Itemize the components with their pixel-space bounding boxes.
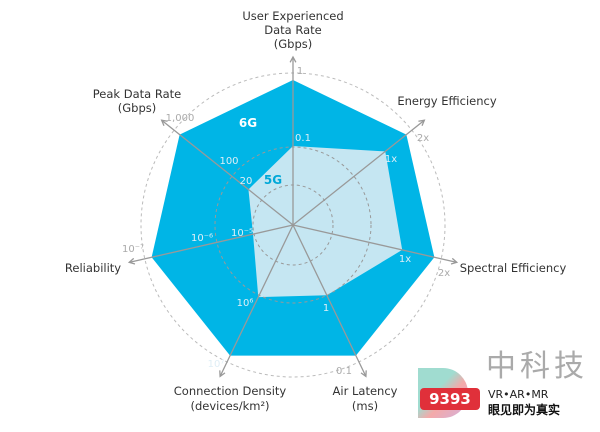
axis-label-5: Reliability <box>65 261 121 275</box>
axis-label-4: (devices/km²) <box>190 399 269 413</box>
tick-6g-1: 2x <box>417 133 429 144</box>
tick-6g-0: 1 <box>297 66 303 77</box>
tick-5g-5: 10⁻⁵ <box>231 228 253 239</box>
watermark: 9393 中科技 VR•AR•MR 眼见即为真实 <box>418 350 598 430</box>
axis-label-0: Data Rate <box>264 23 321 37</box>
axis-line-2 <box>292 224 457 264</box>
series-label-6g: 6G <box>239 116 257 130</box>
axis-line-3 <box>292 224 367 377</box>
axis-line-6 <box>161 119 294 226</box>
axis-label-1: Energy Efficiency <box>397 94 497 108</box>
axis-label-0: User Experienced <box>242 9 343 23</box>
tick-5g-3: 1 <box>323 303 329 314</box>
axis-label-4: Connection Density <box>174 384 287 398</box>
axis-line-5 <box>129 224 294 264</box>
axis-arrow-icon <box>127 257 136 265</box>
axis-label-2: Spectral Efficiency <box>460 261 567 275</box>
series-5g-polygon <box>248 146 403 298</box>
tick-6g-4: 10⁷ <box>208 359 225 370</box>
tick-6g-6: 1,000 <box>166 113 195 124</box>
tick-mid-5: 10⁻⁶ <box>191 233 213 244</box>
watermark-brand: 中科技 <box>486 349 588 384</box>
axis-label-6: (Gbps) <box>118 101 156 115</box>
axis-label-6: Peak Data Rate <box>93 87 181 101</box>
watermark-tagline-2: 眼见即为真实 <box>488 403 561 417</box>
watermark-tagline-1: VR•AR•MR <box>488 388 549 401</box>
axis-line-4 <box>219 224 294 377</box>
axis-arrow-icon <box>289 55 297 63</box>
tick-5g-2: 1x <box>399 254 411 265</box>
axis-label-0: (Gbps) <box>274 37 312 51</box>
tick-mid-6: 100 <box>219 156 238 167</box>
axis-line-1 <box>292 119 425 226</box>
tick-6g-2: 2x <box>438 268 450 279</box>
tick-5g-1: 1x <box>385 154 397 165</box>
series-label-5g: 5G <box>264 173 282 187</box>
axis-arrow-icon <box>418 119 426 127</box>
watermark-logo-badge: 9393 <box>420 388 480 410</box>
tick-6g-3: 0.1 <box>336 366 352 377</box>
tick-5g-0: 0.1 <box>295 133 311 144</box>
axis-arrow-icon <box>219 370 226 378</box>
axis-label-3: Air Latency <box>333 384 398 398</box>
axis-arrow-icon <box>160 119 168 127</box>
axis-label-3: (ms) <box>352 399 378 413</box>
axis-arrow-icon <box>360 370 367 378</box>
axis-arrow-icon <box>450 257 459 265</box>
tick-5g-6: 20 <box>240 176 253 187</box>
tick-6g-5: 10⁻⁷ <box>122 244 144 255</box>
tick-5g-4: 10⁶ <box>237 298 254 309</box>
